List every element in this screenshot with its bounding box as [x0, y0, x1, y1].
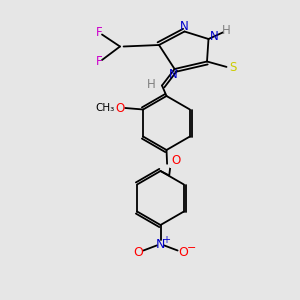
Text: O: O — [178, 245, 188, 259]
Text: CH₃: CH₃ — [95, 103, 115, 113]
Text: F: F — [96, 55, 102, 68]
Text: N: N — [179, 20, 188, 33]
Text: H: H — [222, 23, 231, 37]
Text: O: O — [133, 245, 143, 259]
Text: O: O — [116, 101, 124, 115]
Text: N: N — [156, 238, 165, 251]
Text: S: S — [229, 61, 236, 74]
Text: +: + — [162, 235, 170, 245]
Text: N: N — [209, 29, 218, 43]
Text: N: N — [169, 68, 178, 82]
Text: −: − — [187, 243, 196, 254]
Text: F: F — [96, 26, 102, 40]
Text: H: H — [147, 78, 156, 92]
Text: O: O — [171, 154, 180, 167]
